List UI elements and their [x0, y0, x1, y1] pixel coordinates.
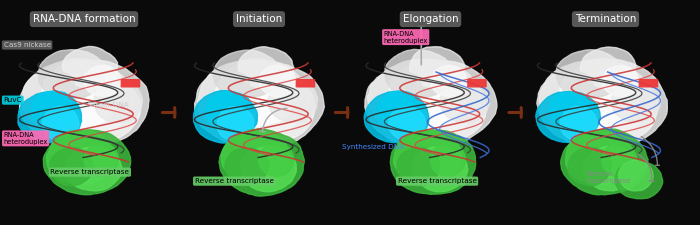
- Polygon shape: [195, 59, 324, 149]
- Polygon shape: [84, 143, 118, 177]
- Polygon shape: [219, 72, 249, 99]
- Polygon shape: [215, 62, 297, 126]
- Polygon shape: [550, 92, 596, 129]
- Polygon shape: [612, 80, 661, 122]
- Polygon shape: [259, 65, 296, 97]
- Polygon shape: [43, 130, 131, 195]
- Polygon shape: [390, 72, 421, 99]
- Polygon shape: [364, 91, 428, 143]
- Polygon shape: [38, 50, 105, 99]
- FancyBboxPatch shape: [295, 79, 315, 88]
- Polygon shape: [83, 65, 121, 96]
- Polygon shape: [536, 92, 601, 142]
- Polygon shape: [46, 130, 116, 184]
- Polygon shape: [42, 106, 79, 141]
- Polygon shape: [62, 47, 118, 88]
- FancyBboxPatch shape: [638, 79, 658, 88]
- Polygon shape: [393, 130, 462, 184]
- Polygon shape: [377, 91, 424, 129]
- Polygon shape: [391, 130, 476, 194]
- Polygon shape: [430, 65, 468, 96]
- Text: Elongation: Elongation: [402, 14, 458, 24]
- Polygon shape: [385, 49, 452, 99]
- Polygon shape: [197, 60, 309, 140]
- Polygon shape: [225, 148, 269, 186]
- Polygon shape: [601, 66, 638, 96]
- Polygon shape: [365, 59, 497, 148]
- Text: Target DNA: Target DNA: [88, 102, 128, 108]
- Text: Reverse transcriptase: Reverse transcriptase: [50, 169, 130, 175]
- FancyBboxPatch shape: [120, 79, 140, 88]
- Text: Synthesized DNA: Synthesized DNA: [342, 144, 404, 150]
- Polygon shape: [560, 62, 640, 127]
- Polygon shape: [43, 72, 75, 99]
- Polygon shape: [389, 62, 468, 128]
- Polygon shape: [18, 92, 82, 143]
- Polygon shape: [615, 162, 663, 199]
- Polygon shape: [602, 142, 637, 177]
- Polygon shape: [430, 143, 466, 177]
- Polygon shape: [42, 62, 120, 128]
- Polygon shape: [223, 73, 315, 143]
- Polygon shape: [368, 60, 481, 137]
- Polygon shape: [562, 72, 593, 99]
- Polygon shape: [20, 60, 149, 148]
- FancyBboxPatch shape: [467, 79, 486, 88]
- Polygon shape: [566, 72, 657, 144]
- Polygon shape: [539, 61, 652, 139]
- Polygon shape: [566, 130, 634, 185]
- Polygon shape: [214, 50, 280, 97]
- Polygon shape: [560, 106, 597, 141]
- Polygon shape: [268, 80, 318, 122]
- Polygon shape: [410, 47, 465, 88]
- Polygon shape: [397, 148, 440, 186]
- Polygon shape: [65, 146, 122, 191]
- Polygon shape: [206, 92, 253, 129]
- Polygon shape: [22, 59, 133, 139]
- Polygon shape: [618, 160, 653, 191]
- Text: RNA-DNA formation: RNA-DNA formation: [33, 14, 135, 24]
- Polygon shape: [394, 71, 486, 144]
- Polygon shape: [94, 80, 143, 122]
- Text: Reverse transcriptase: Reverse transcriptase: [195, 178, 274, 184]
- Polygon shape: [389, 107, 426, 141]
- Polygon shape: [32, 91, 78, 129]
- Text: Reverse
transcriptase: Reverse transcriptase: [587, 171, 631, 184]
- Polygon shape: [440, 80, 489, 123]
- Polygon shape: [412, 147, 468, 192]
- Polygon shape: [568, 148, 611, 186]
- Polygon shape: [221, 130, 290, 185]
- Polygon shape: [580, 47, 636, 88]
- Polygon shape: [537, 58, 667, 149]
- Text: Reverse transcriptase: Reverse transcriptase: [398, 178, 477, 184]
- Polygon shape: [241, 147, 296, 192]
- Text: RNA-DNA
heteroduplex: RNA-DNA heteroduplex: [4, 132, 48, 145]
- Text: RNA-DNA
heteroduplex: RNA-DNA heteroduplex: [384, 31, 428, 44]
- Polygon shape: [217, 107, 253, 141]
- Polygon shape: [194, 91, 258, 143]
- Text: Termination: Termination: [575, 14, 636, 24]
- Text: Initiation: Initiation: [236, 14, 282, 24]
- Polygon shape: [219, 129, 304, 196]
- Polygon shape: [50, 147, 94, 186]
- Polygon shape: [583, 146, 641, 191]
- Text: RuvC: RuvC: [4, 97, 22, 103]
- Polygon shape: [258, 142, 294, 177]
- Polygon shape: [238, 47, 294, 88]
- Text: Cas9 nickase: Cas9 nickase: [4, 42, 50, 48]
- Polygon shape: [47, 71, 141, 144]
- Polygon shape: [556, 50, 624, 99]
- Polygon shape: [561, 129, 648, 195]
